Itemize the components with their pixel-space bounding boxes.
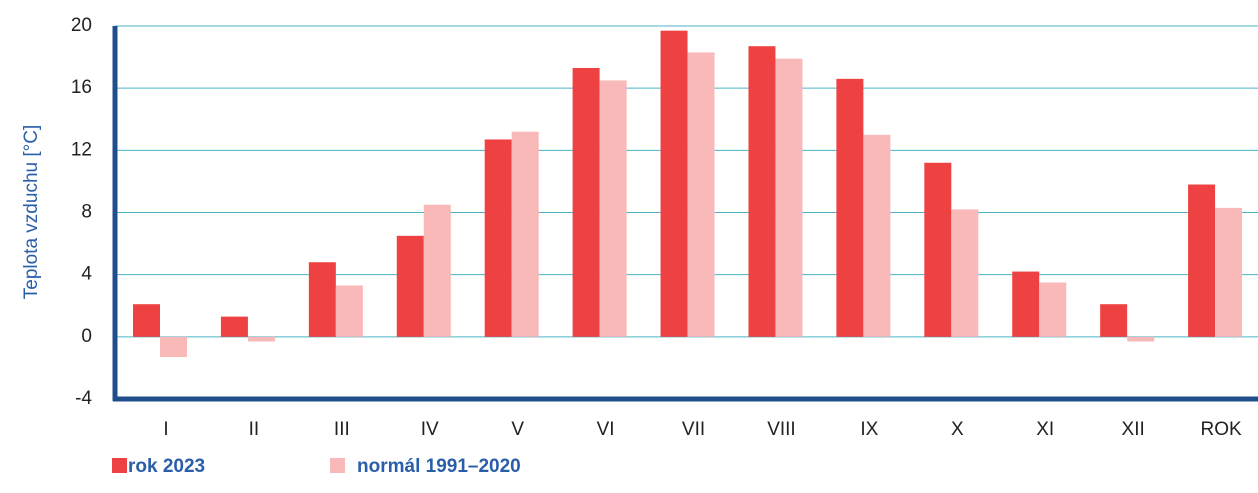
bar bbox=[687, 52, 715, 337]
y-tick-label: -4 bbox=[75, 388, 92, 409]
bar bbox=[572, 67, 600, 337]
y-tick-label: 4 bbox=[81, 264, 92, 285]
bar bbox=[836, 78, 864, 337]
y-tick-label: 0 bbox=[81, 326, 92, 347]
bar bbox=[1039, 282, 1067, 337]
x-tick-label: X bbox=[951, 419, 964, 440]
bar bbox=[1100, 304, 1128, 337]
legend-label: normál 1991–2020 bbox=[357, 456, 521, 477]
bar bbox=[951, 209, 979, 337]
x-tick-label: XII bbox=[1122, 419, 1145, 440]
bar bbox=[924, 162, 952, 337]
x-tick-label: ROK bbox=[1200, 419, 1242, 440]
bar bbox=[220, 316, 248, 337]
y-tick-label: 16 bbox=[71, 77, 92, 98]
y-tick-label: 12 bbox=[71, 139, 92, 160]
y-tick-label: 8 bbox=[81, 202, 92, 223]
bar bbox=[775, 58, 803, 337]
bar bbox=[748, 46, 776, 337]
x-tick-label: VII bbox=[682, 419, 705, 440]
x-tick-label: IV bbox=[421, 419, 439, 440]
bar bbox=[396, 235, 424, 337]
bar bbox=[308, 262, 336, 337]
bar bbox=[599, 80, 627, 337]
x-tick-label: III bbox=[334, 419, 350, 440]
x-tick-label: II bbox=[249, 419, 260, 440]
bar bbox=[335, 285, 363, 337]
y-tick-label: 20 bbox=[71, 15, 92, 36]
legend-swatch bbox=[112, 458, 127, 473]
x-tick-label: VIII bbox=[767, 419, 796, 440]
bar bbox=[1012, 271, 1040, 337]
bar bbox=[133, 304, 160, 337]
legend-label: rok 2023 bbox=[128, 456, 205, 477]
bar bbox=[1188, 184, 1216, 337]
x-tick-label: IX bbox=[860, 419, 878, 440]
bar bbox=[423, 204, 451, 337]
bar bbox=[863, 134, 891, 337]
x-tick-label: I bbox=[163, 419, 168, 440]
x-tick-label: V bbox=[511, 419, 524, 440]
bar bbox=[484, 139, 512, 337]
x-tick-label: VI bbox=[597, 419, 615, 440]
bar bbox=[660, 30, 688, 337]
bar bbox=[511, 131, 539, 337]
y-axis-label: Teplota vzduchu [°C] bbox=[21, 125, 42, 299]
bar bbox=[1127, 336, 1155, 342]
bar bbox=[247, 336, 275, 342]
x-tick-label: XI bbox=[1036, 419, 1054, 440]
bar bbox=[1215, 207, 1243, 337]
bar bbox=[160, 336, 187, 358]
legend-swatch bbox=[330, 458, 345, 473]
